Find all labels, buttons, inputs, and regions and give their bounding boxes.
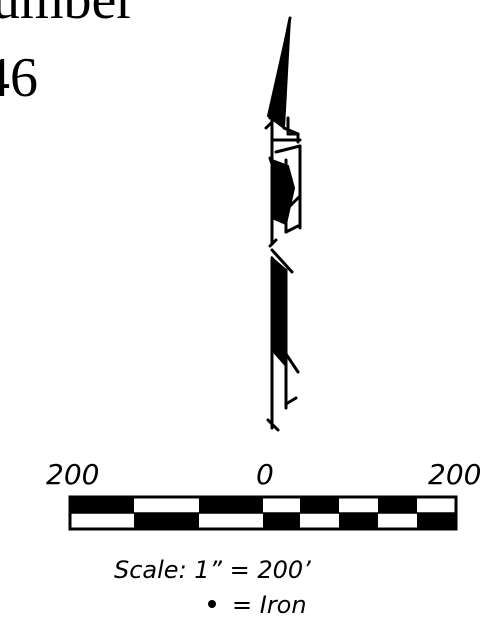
- iron-dot-icon: [208, 600, 216, 608]
- title-line-1: umber: [0, 0, 135, 31]
- scale-bar: [68, 495, 458, 531]
- legend-iron-text: = Iron: [232, 591, 307, 619]
- parcel-panel-upper: [271, 158, 296, 226]
- parcel-outline: [264, 16, 302, 432]
- scale-label-center: 0: [256, 458, 274, 491]
- scale-caption: Scale: 1” = 200’: [114, 556, 311, 584]
- scale-label-left: 200: [46, 458, 99, 491]
- title-line-2: 46: [0, 47, 38, 109]
- parcel-panel-lower: [271, 255, 287, 369]
- scale-label-right: 200: [428, 458, 481, 491]
